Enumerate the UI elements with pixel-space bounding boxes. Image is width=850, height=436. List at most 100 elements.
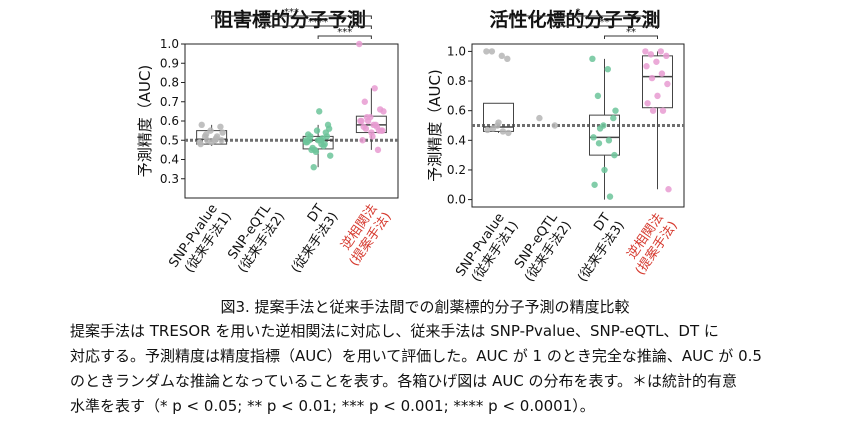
data-point <box>601 166 608 174</box>
data-point <box>489 125 497 132</box>
chart-title: 活性化標的分子予測 <box>489 8 660 31</box>
data-point <box>536 114 543 122</box>
data-point <box>197 140 204 148</box>
data-point <box>375 127 383 134</box>
y-tick-label: 0.2 <box>447 163 466 177</box>
figure-caption-line: 水準を表す（* p < 0.05; ** p < 0.01; *** p < 0… <box>70 397 595 415</box>
data-point <box>665 186 672 193</box>
chart-area: 阻害標的分子予測0.30.40.50.60.70.80.91.0予測精度（AUC… <box>136 7 685 285</box>
box-body <box>642 55 673 109</box>
data-point <box>495 119 502 126</box>
data-point <box>654 92 661 100</box>
significance-label: **** <box>308 17 328 28</box>
y-tick-label: 0.4 <box>447 133 466 147</box>
data-point <box>589 55 596 63</box>
data-point <box>591 181 598 188</box>
data-point <box>364 117 372 125</box>
significance-label: *** <box>284 7 299 18</box>
significance-bracket <box>211 15 372 19</box>
data-point <box>219 129 226 136</box>
data-point <box>356 40 363 48</box>
y-tick-label: 1.0 <box>160 37 179 51</box>
figure-caption-title: 図3. 提案手法と従来手法間での創薬標的分子予測の精度比較 <box>220 298 630 316</box>
data-point <box>611 151 618 159</box>
chart-title: 阻害標的分子予測 <box>214 8 366 31</box>
data-point <box>505 129 512 137</box>
figure-caption-line: 提案手法は TRESOR を用いた逆相関法に対応し、従来手法は SNP-Pval… <box>70 322 719 340</box>
significance-bracket <box>498 15 658 19</box>
data-point <box>644 100 651 107</box>
data-point <box>360 123 367 130</box>
data-point <box>369 133 376 140</box>
data-point <box>648 74 656 82</box>
significance-bracket <box>317 35 372 39</box>
box-body <box>589 114 620 156</box>
data-point <box>653 58 660 65</box>
y-tick-label: 1.0 <box>447 44 466 58</box>
data-point <box>207 127 214 134</box>
data-point <box>649 107 657 114</box>
data-point <box>551 122 558 129</box>
data-point <box>217 123 224 130</box>
significance-bracket <box>551 25 658 29</box>
figure-caption-line: 対応する。予測精度は精度指標（AUC）を用いて評価した。AUC が 1 のとき完… <box>70 347 762 365</box>
data-point <box>198 121 205 129</box>
data-point <box>380 108 387 115</box>
y-tick-label: 0.9 <box>160 56 179 70</box>
significance-label: ** <box>626 27 636 38</box>
y-tick-label: 0.3 <box>160 172 179 186</box>
data-point <box>499 128 507 135</box>
data-point <box>612 107 619 114</box>
y-axis-label: 予測精度（AUC) <box>136 65 154 178</box>
data-point <box>594 92 602 100</box>
data-point <box>359 137 366 144</box>
data-point <box>218 137 225 144</box>
data-point <box>327 152 334 159</box>
data-point <box>606 193 614 200</box>
y-axis-label: 予測精度（AUC) <box>426 69 444 182</box>
data-point <box>596 125 604 132</box>
y-tick-label: 0.4 <box>160 153 179 167</box>
y-tick-label: 0.0 <box>447 193 466 207</box>
data-point <box>488 48 496 55</box>
y-tick-label: 0.6 <box>160 114 179 128</box>
data-point <box>610 114 617 122</box>
data-point <box>664 80 671 88</box>
data-point <box>312 148 320 155</box>
data-point <box>498 52 505 60</box>
data-point <box>590 134 597 141</box>
data-point <box>659 107 667 114</box>
significance-label: ** <box>600 17 610 28</box>
significance-bracket <box>604 35 658 39</box>
data-point <box>604 65 611 73</box>
significance-bracket <box>264 25 372 29</box>
data-point <box>643 63 650 70</box>
data-point <box>647 51 655 58</box>
data-point <box>605 137 613 144</box>
data-point <box>663 52 670 60</box>
significance-label: * <box>576 7 581 18</box>
data-point <box>642 48 649 55</box>
data-point <box>316 108 323 115</box>
data-point <box>302 138 310 146</box>
data-point <box>358 117 365 125</box>
data-point <box>657 48 664 55</box>
y-tick-label: 0.8 <box>447 74 466 88</box>
data-point <box>213 133 221 140</box>
y-tick-label: 0.7 <box>160 95 179 109</box>
data-point <box>504 55 511 63</box>
significance-label: *** <box>337 27 352 38</box>
data-point <box>483 48 490 55</box>
y-tick-label: 0.8 <box>160 76 179 90</box>
data-point <box>322 129 330 136</box>
data-point <box>658 70 666 77</box>
data-point <box>371 85 378 92</box>
data-point <box>484 126 491 134</box>
data-point <box>307 133 314 140</box>
data-point <box>310 164 317 171</box>
data-point <box>361 98 368 105</box>
data-point <box>374 146 382 154</box>
data-point <box>595 140 603 147</box>
y-tick-label: 0.6 <box>447 104 466 118</box>
data-point <box>313 127 321 134</box>
